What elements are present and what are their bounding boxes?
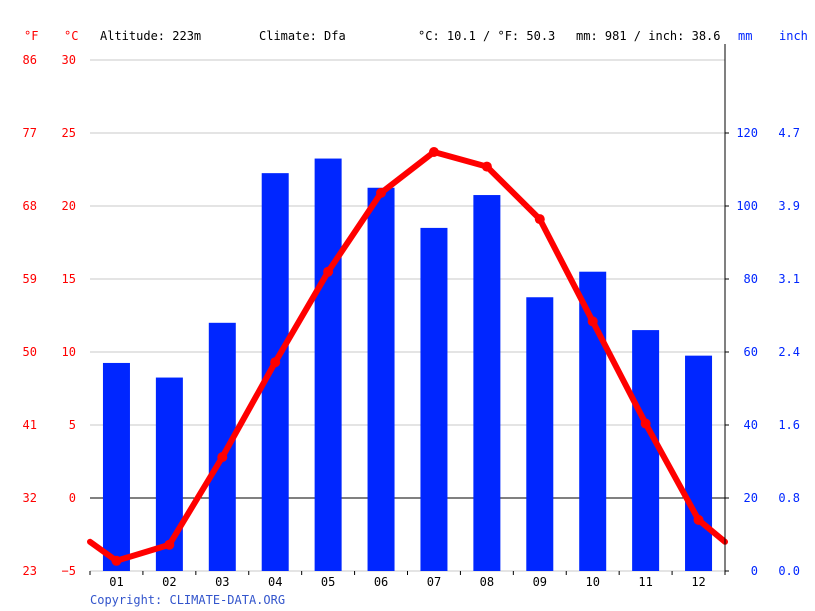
temperature-point	[481, 161, 492, 172]
mm-tick-label: 20	[744, 491, 758, 505]
fahrenheit-tick-label: 32	[23, 491, 37, 505]
mm-tick-label: 0	[751, 564, 758, 578]
precipitation-bar	[420, 227, 448, 571]
mm-tick-label: 100	[736, 199, 758, 213]
temperature-line-path	[87, 148, 728, 564]
inch-tick-label: 0.8	[778, 491, 800, 505]
celsius-unit-label: °C	[64, 29, 78, 43]
chart-header: °F °C Altitude: 223m Climate: Dfa °C: 10…	[24, 29, 808, 43]
fahrenheit-tick-label: 68	[23, 199, 37, 213]
month-tick-label: 02	[162, 575, 176, 589]
celsius-tick-label: 0	[69, 491, 76, 505]
temperature-point	[217, 452, 228, 463]
precipitation-bar	[473, 195, 501, 572]
precipitation-bar	[102, 362, 130, 571]
altitude-label: Altitude: 223m	[100, 29, 201, 43]
celsius-tick-label: 25	[62, 126, 76, 140]
temperature-point	[534, 214, 545, 225]
inch-tick-label: 2.4	[778, 345, 800, 359]
temperature-point	[428, 146, 439, 157]
temperature-point	[693, 514, 704, 525]
inch-tick-label: 3.1	[778, 272, 800, 286]
month-tick-label: 05	[321, 575, 335, 589]
climate-label: Climate: Dfa	[259, 29, 346, 43]
celsius-tick-label: 20	[62, 199, 76, 213]
fahrenheit-tick-label: 50	[23, 345, 37, 359]
month-tick-label: 01	[109, 575, 123, 589]
celsius-tick-label: 10	[62, 345, 76, 359]
month-tick-label: 04	[268, 575, 282, 589]
precipitation-bar	[526, 297, 554, 571]
precipitation-bars	[102, 158, 713, 572]
celsius-tick-label: 15	[62, 272, 76, 286]
fahrenheit-tick-label: 77	[23, 126, 37, 140]
temperature-summary: °C: 10.1 / °F: 50.3	[418, 29, 555, 43]
fahrenheit-tick-label: 23	[23, 564, 37, 578]
precipitation-bar	[155, 377, 183, 571]
mm-tick-label: 40	[744, 418, 758, 432]
precipitation-bar	[685, 355, 713, 571]
mm-tick-label: 120	[736, 126, 758, 140]
precipitation-bar	[632, 330, 660, 571]
inch-tick-label: 0.0	[778, 564, 800, 578]
celsius-tick-label: 30	[62, 53, 76, 67]
fahrenheit-unit-label: °F	[24, 29, 38, 43]
inch-tick-label: 3.9	[778, 199, 800, 213]
inch-unit-label: inch	[779, 29, 808, 43]
precipitation-bar	[314, 158, 342, 572]
month-tick-label: 08	[480, 575, 494, 589]
fahrenheit-tick-label: 86	[23, 53, 37, 67]
mm-unit-label: mm	[738, 29, 752, 43]
copyright-link[interactable]: Copyright: CLIMATE-DATA.ORG	[90, 593, 285, 607]
fahrenheit-tick-label: 59	[23, 272, 37, 286]
fahrenheit-tick-label: 41	[23, 418, 37, 432]
temperature-point	[111, 555, 122, 566]
mm-tick-label: 80	[744, 272, 758, 286]
month-tick-label: 07	[427, 575, 441, 589]
gridlines	[90, 59, 725, 572]
month-tick-label: 11	[638, 575, 652, 589]
precipitation-bar	[261, 173, 289, 571]
axes	[89, 44, 729, 575]
month-tick-label: 10	[585, 575, 599, 589]
mm-tick-label: 60	[744, 345, 758, 359]
temperature-point	[376, 187, 387, 198]
inch-tick-label: 4.7	[778, 126, 800, 140]
precipitation-bar	[208, 322, 236, 571]
celsius-tick-label: −5	[62, 564, 76, 578]
month-tick-label: 09	[533, 575, 547, 589]
celsius-tick-label: 5	[69, 418, 76, 432]
temperature-point	[323, 266, 334, 277]
temperature-point	[164, 539, 175, 550]
month-tick-label: 03	[215, 575, 229, 589]
precipitation-summary: mm: 981 / inch: 38.6	[576, 29, 721, 43]
temperature-point	[640, 418, 651, 429]
month-tick-label: 12	[691, 575, 705, 589]
precipitation-bar	[367, 187, 395, 571]
inch-tick-label: 1.6	[778, 418, 800, 432]
temperature-line	[87, 146, 728, 566]
month-tick-label: 06	[374, 575, 388, 589]
temperature-point	[270, 357, 281, 368]
temperature-point	[587, 316, 598, 327]
